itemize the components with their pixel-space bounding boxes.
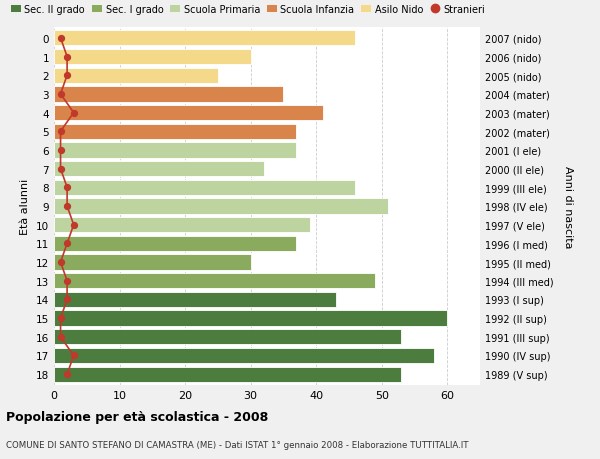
Y-axis label: Età alunni: Età alunni	[20, 179, 31, 235]
Bar	[54, 180, 355, 196]
Point	[56, 128, 65, 135]
Bar	[54, 367, 401, 382]
Point	[56, 147, 65, 154]
Bar	[54, 311, 447, 326]
Bar	[54, 255, 251, 270]
Bar	[54, 68, 218, 84]
Bar	[54, 124, 296, 140]
Point	[56, 35, 65, 42]
Bar	[54, 330, 401, 345]
Point	[56, 333, 65, 341]
Y-axis label: Anni di nascita: Anni di nascita	[563, 165, 573, 248]
Point	[62, 54, 72, 61]
Bar	[54, 292, 336, 308]
Point	[62, 277, 72, 285]
Point	[56, 166, 65, 173]
Point	[69, 222, 79, 229]
Bar	[54, 162, 264, 177]
Point	[62, 296, 72, 303]
Point	[62, 371, 72, 378]
Bar	[54, 218, 310, 233]
Point	[56, 315, 65, 322]
Point	[62, 73, 72, 80]
Bar	[54, 199, 388, 214]
Bar	[54, 274, 375, 289]
Text: COMUNE DI SANTO STEFANO DI CAMASTRA (ME) - Dati ISTAT 1° gennaio 2008 - Elaboraz: COMUNE DI SANTO STEFANO DI CAMASTRA (ME)…	[6, 441, 469, 449]
Bar	[54, 143, 296, 158]
Point	[62, 203, 72, 210]
Legend: Sec. II grado, Sec. I grado, Scuola Primaria, Scuola Infanzia, Asilo Nido, Stran: Sec. II grado, Sec. I grado, Scuola Prim…	[11, 5, 485, 15]
Point	[62, 240, 72, 247]
Point	[69, 352, 79, 359]
Bar	[54, 87, 283, 102]
Bar	[54, 106, 323, 121]
Point	[62, 184, 72, 191]
Point	[56, 91, 65, 98]
Bar	[54, 31, 355, 46]
Bar	[54, 348, 434, 364]
Point	[56, 259, 65, 266]
Point	[69, 110, 79, 117]
Bar	[54, 236, 296, 252]
Bar	[54, 50, 251, 65]
Text: Popolazione per età scolastica - 2008: Popolazione per età scolastica - 2008	[6, 410, 268, 423]
